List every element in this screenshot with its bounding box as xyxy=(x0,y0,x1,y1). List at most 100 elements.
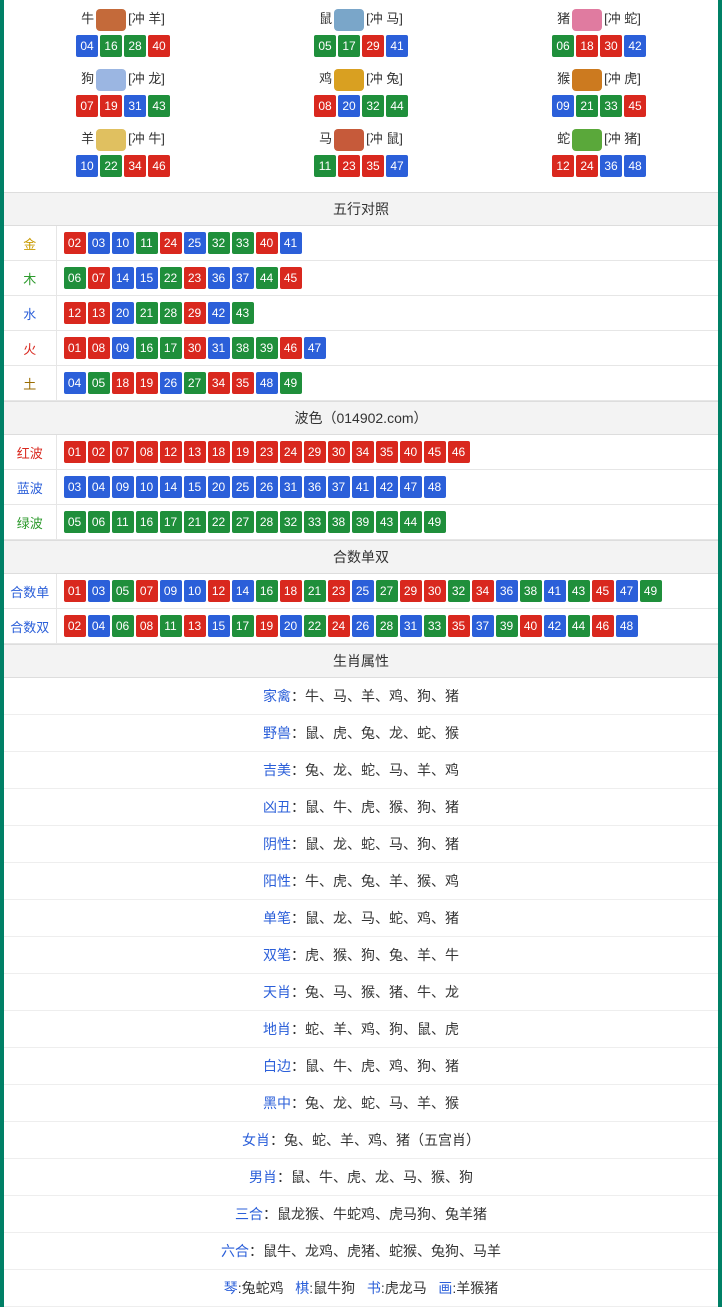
zodiac-conflict: [冲 鼠] xyxy=(366,131,403,146)
zodiac-cell: 狗[冲 龙]07193143 xyxy=(4,64,242,124)
number-ball: 11 xyxy=(112,511,134,533)
number-ball: 36 xyxy=(208,267,230,289)
table-row: 木06071415222336374445 xyxy=(4,261,718,296)
row-label: 红波 xyxy=(4,435,56,470)
zodiac-name: 蛇 xyxy=(557,131,570,146)
number-ball: 02 xyxy=(64,615,86,637)
number-ball: 10 xyxy=(76,155,98,177)
number-ball: 45 xyxy=(624,95,646,117)
zodiac-cell: 蛇[冲 猪]12243648 xyxy=(480,124,718,184)
number-ball: 04 xyxy=(88,476,110,498)
attr-key: 黑中 xyxy=(263,1095,291,1111)
footer-row: 琴:兔蛇鸡 棋:鼠牛狗 书:虎龙马 画:羊猴猪 xyxy=(4,1270,718,1307)
number-ball: 20 xyxy=(208,476,230,498)
number-ball: 08 xyxy=(136,615,158,637)
number-ball: 25 xyxy=(184,232,206,254)
number-ball: 48 xyxy=(424,476,446,498)
attr-row: 白边：鼠、牛、虎、鸡、狗、猪 xyxy=(4,1048,718,1085)
number-ball: 35 xyxy=(376,441,398,463)
number-ball: 43 xyxy=(232,302,254,324)
zodiac-conflict: [冲 蛇] xyxy=(604,11,641,26)
footer-value: :虎龙马 xyxy=(381,1280,427,1296)
attr-key: 白边 xyxy=(263,1058,291,1074)
number-ball: 34 xyxy=(472,580,494,602)
zodiac-balls: 10223446 xyxy=(4,154,242,178)
attr-key: 吉美 xyxy=(263,762,291,778)
number-ball: 29 xyxy=(304,441,326,463)
number-ball: 19 xyxy=(232,441,254,463)
table-row: 合数单0103050709101214161821232527293032343… xyxy=(4,574,718,609)
attr-row: 男肖：鼠、牛、虎、龙、马、猴、狗 xyxy=(4,1159,718,1196)
number-ball: 47 xyxy=(304,337,326,359)
number-ball: 47 xyxy=(386,155,408,177)
footer-value: :兔蛇鸡 xyxy=(238,1280,284,1296)
number-ball: 03 xyxy=(88,580,110,602)
number-ball: 42 xyxy=(544,615,566,637)
number-ball: 38 xyxy=(520,580,542,602)
attr-key: 天肖 xyxy=(263,984,291,1000)
number-ball: 11 xyxy=(136,232,158,254)
zodiac-cell: 羊[冲 牛]10223446 xyxy=(4,124,242,184)
number-ball: 45 xyxy=(280,267,302,289)
row-balls: 04051819262734354849 xyxy=(56,366,718,401)
number-ball: 44 xyxy=(256,267,278,289)
number-ball: 24 xyxy=(280,441,302,463)
bose-header: 波色（014902.com） xyxy=(4,401,718,435)
number-ball: 44 xyxy=(386,95,408,117)
number-ball: 49 xyxy=(424,511,446,533)
attr-value: ：兔、马、猴、猪、牛、龙 xyxy=(291,984,459,1000)
footer-key: 画 xyxy=(438,1280,452,1296)
number-ball: 38 xyxy=(328,511,350,533)
number-ball: 04 xyxy=(76,35,98,57)
number-ball: 05 xyxy=(112,580,134,602)
page-container: 牛[冲 羊]04162840鼠[冲 马]05172941猪[冲 蛇]061830… xyxy=(0,0,722,1307)
attr-value: ：鼠牛、龙鸡、虎猪、蛇猴、兔狗、马羊 xyxy=(249,1243,501,1259)
number-ball: 33 xyxy=(424,615,446,637)
number-ball: 29 xyxy=(184,302,206,324)
number-ball: 19 xyxy=(256,615,278,637)
attr-row: 六合：鼠牛、龙鸡、虎猪、蛇猴、兔狗、马羊 xyxy=(4,1233,718,1270)
number-ball: 44 xyxy=(568,615,590,637)
number-ball: 41 xyxy=(352,476,374,498)
zodiac-name: 猴 xyxy=(557,71,570,86)
zodiac-icon xyxy=(572,69,602,91)
number-ball: 31 xyxy=(208,337,230,359)
attr-value: ：牛、虎、兔、羊、猴、鸡 xyxy=(291,873,459,889)
row-balls: 02031011242532334041 xyxy=(56,226,718,261)
zodiac-conflict: [冲 羊] xyxy=(128,11,165,26)
number-ball: 23 xyxy=(328,580,350,602)
footer-key: 书 xyxy=(367,1280,381,1296)
zodiac-title: 狗[冲 龙] xyxy=(4,66,242,92)
zodiac-icon xyxy=(96,9,126,31)
row-label: 合数双 xyxy=(4,609,56,644)
attr-value: ：蛇、羊、鸡、狗、鼠、虎 xyxy=(291,1021,459,1037)
number-ball: 10 xyxy=(184,580,206,602)
heshu-header: 合数单双 xyxy=(4,540,718,574)
number-ball: 40 xyxy=(520,615,542,637)
number-ball: 26 xyxy=(352,615,374,637)
attr-row: 黑中：兔、龙、蛇、马、羊、猴 xyxy=(4,1085,718,1122)
attr-row: 凶丑：鼠、牛、虎、猴、狗、猪 xyxy=(4,789,718,826)
row-balls: 0102070812131819232429303435404546 xyxy=(56,435,718,470)
attr-row: 地肖：蛇、羊、鸡、狗、鼠、虎 xyxy=(4,1011,718,1048)
number-ball: 41 xyxy=(544,580,566,602)
number-ball: 42 xyxy=(208,302,230,324)
number-ball: 18 xyxy=(112,372,134,394)
number-ball: 07 xyxy=(112,441,134,463)
zodiac-icon xyxy=(572,9,602,31)
number-ball: 28 xyxy=(256,511,278,533)
row-label: 绿波 xyxy=(4,505,56,540)
number-ball: 24 xyxy=(328,615,350,637)
attr-row: 阴性：鼠、龙、蛇、马、狗、猪 xyxy=(4,826,718,863)
number-ball: 46 xyxy=(280,337,302,359)
number-ball: 32 xyxy=(362,95,384,117)
number-ball: 21 xyxy=(136,302,158,324)
table-row: 绿波05061116172122272832333839434449 xyxy=(4,505,718,540)
number-ball: 48 xyxy=(616,615,638,637)
number-ball: 47 xyxy=(400,476,422,498)
number-ball: 37 xyxy=(328,476,350,498)
number-ball: 01 xyxy=(64,580,86,602)
number-ball: 10 xyxy=(112,232,134,254)
number-ball: 33 xyxy=(600,95,622,117)
number-ball: 42 xyxy=(376,476,398,498)
